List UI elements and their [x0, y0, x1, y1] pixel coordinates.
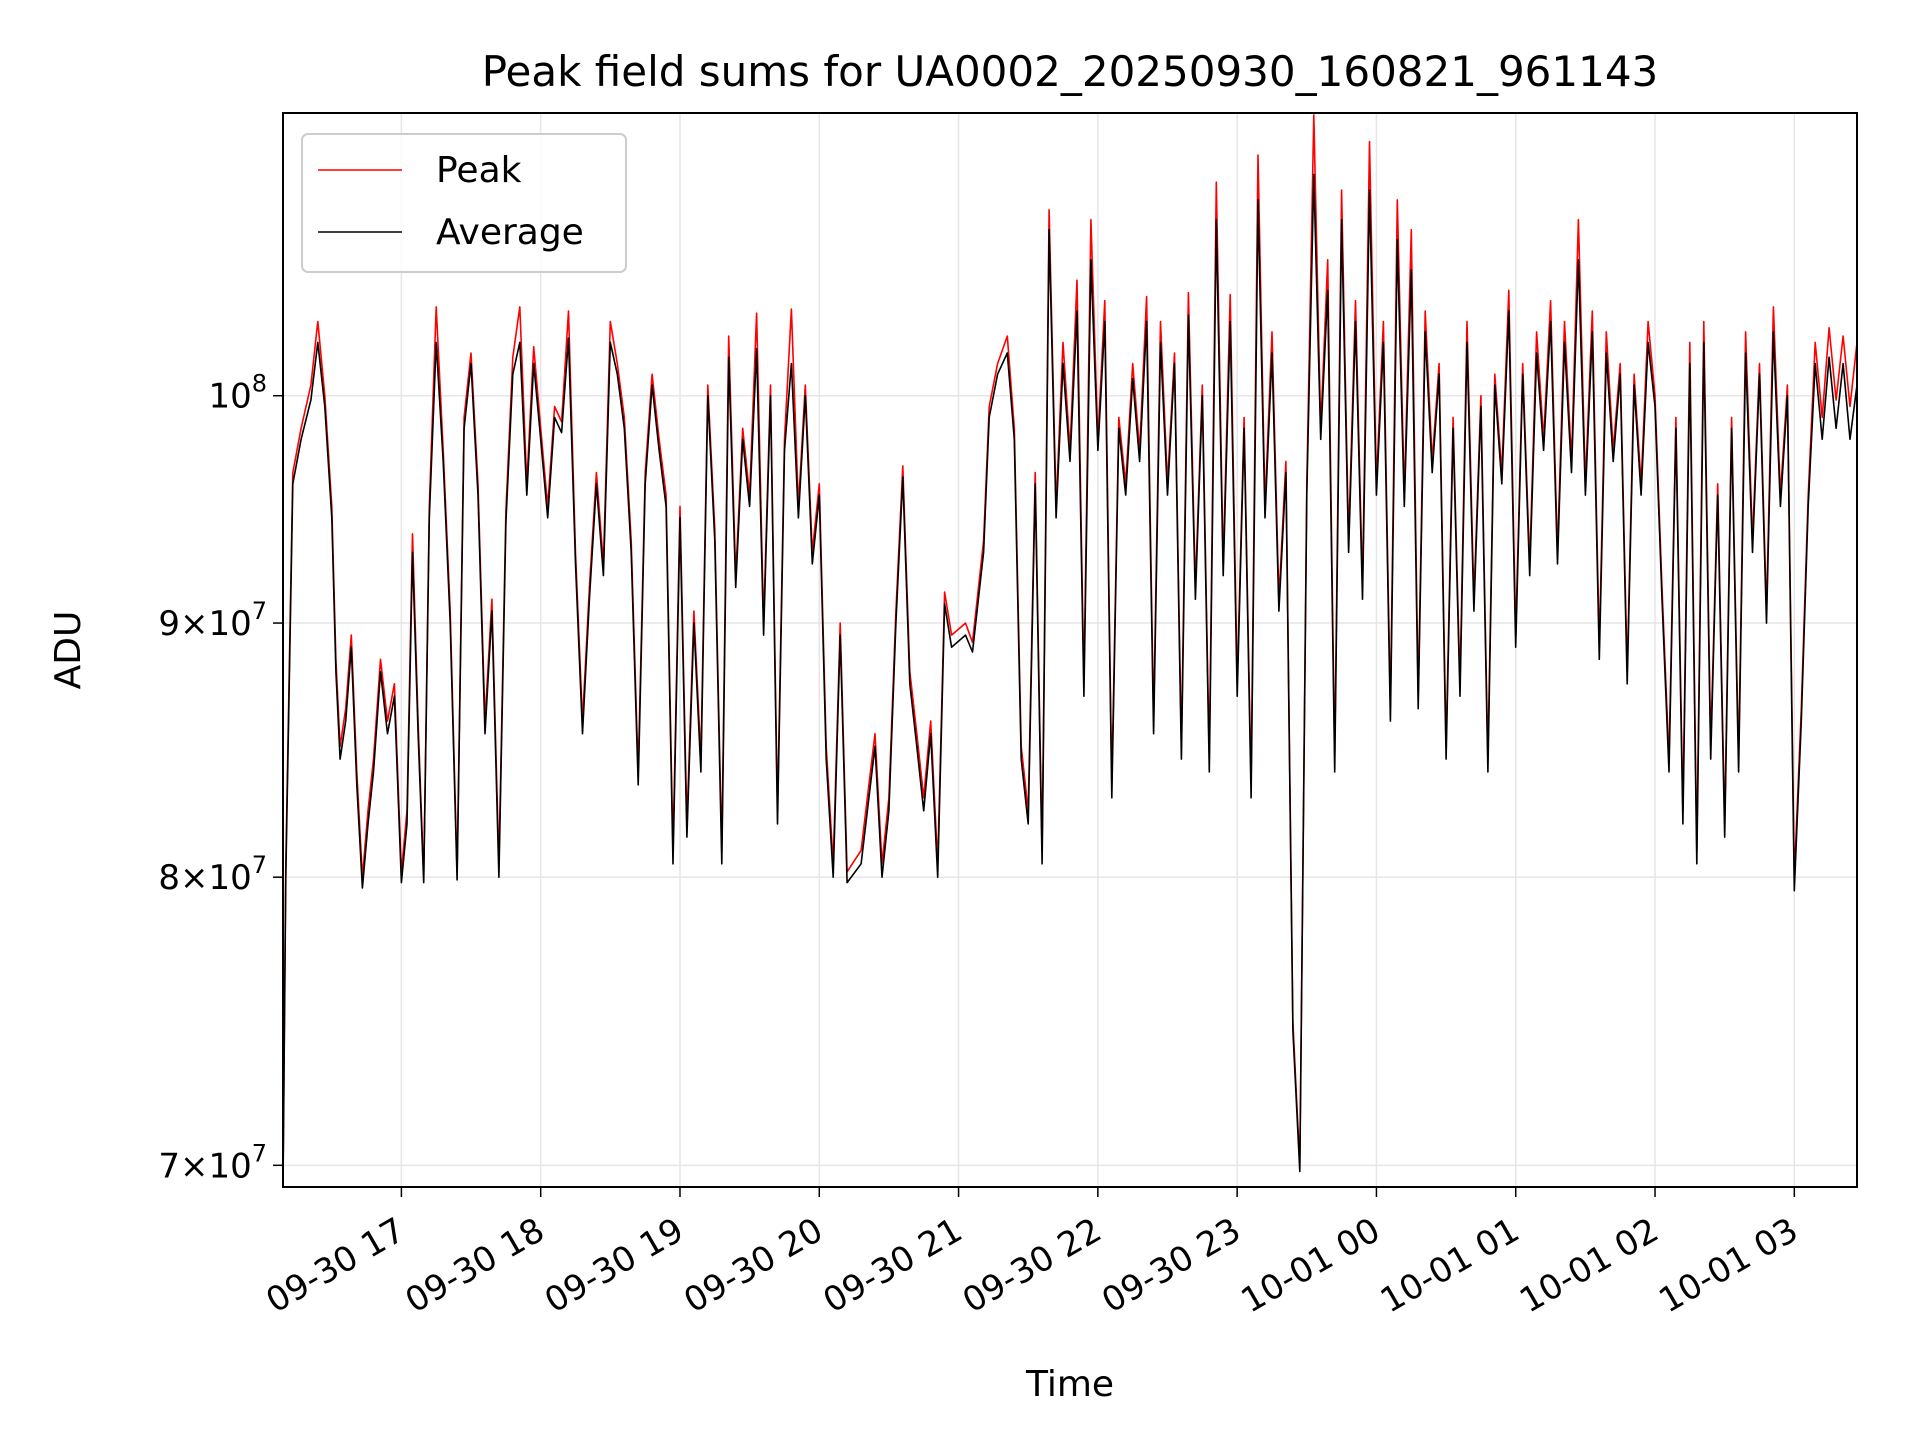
y-tick-label: 9×107	[158, 597, 267, 644]
y-tick-mantissa: 7	[158, 1146, 180, 1186]
legend-box	[301, 133, 627, 273]
y-tick-exponent: 8	[252, 370, 267, 398]
plot-area	[283, 114, 1857, 1187]
y-tick-label: 8×107	[158, 851, 267, 898]
y-tick-mantissa: 9	[158, 604, 180, 644]
legend-label-average: Average	[436, 212, 584, 253]
y-tick-base: 10	[208, 377, 251, 417]
y-tick-base: 10	[208, 1146, 251, 1186]
series-line-average	[283, 173, 1857, 1187]
chart-title: Peak field sums for UA0002_20250930_1608…	[482, 47, 1659, 96]
y-tick-times: ×	[180, 858, 209, 898]
legend: Peak Average	[301, 133, 627, 273]
y-tick-label: 108	[208, 370, 267, 417]
y-tick-exponent: 7	[252, 597, 267, 625]
legend-label-peak: Peak	[436, 150, 522, 191]
y-tick-times: ×	[180, 1146, 209, 1186]
y-tick-base: 10	[208, 858, 251, 898]
x-axis-label: Time	[1025, 1364, 1114, 1405]
grid	[283, 113, 1857, 1187]
y-tick-base: 10	[208, 604, 251, 644]
y-tick-exponent: 7	[252, 851, 267, 879]
y-axis-label: ADU	[48, 611, 89, 690]
y-tick-label: 7×107	[158, 1139, 267, 1186]
axes-frame	[282, 112, 1858, 1188]
y-tick-exponent: 7	[252, 1139, 267, 1167]
y-tick-times: ×	[180, 604, 209, 644]
y-tick-mantissa: 8	[158, 858, 180, 898]
